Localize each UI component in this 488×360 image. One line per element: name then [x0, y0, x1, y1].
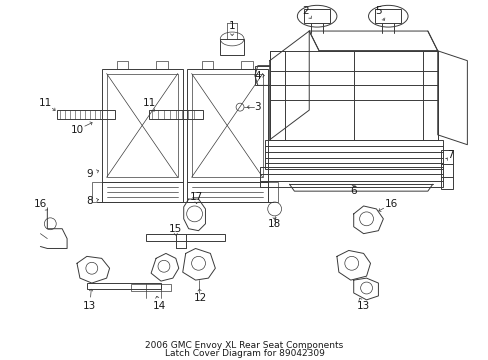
- Text: 9: 9: [86, 169, 93, 179]
- Text: 12: 12: [194, 293, 207, 303]
- Bar: [102, 182, 183, 202]
- Bar: [259, 167, 442, 187]
- Text: 17: 17: [189, 192, 203, 202]
- Bar: [201, 61, 213, 69]
- Bar: [57, 110, 114, 119]
- Bar: [267, 182, 277, 202]
- Text: 11: 11: [142, 98, 156, 108]
- Text: 11: 11: [39, 98, 52, 108]
- Text: 13: 13: [83, 301, 96, 311]
- Text: 8: 8: [86, 196, 93, 206]
- Bar: [220, 39, 244, 55]
- Text: 15: 15: [169, 224, 182, 234]
- Text: 16: 16: [384, 199, 397, 209]
- Text: 6: 6: [350, 186, 356, 196]
- Text: 14: 14: [152, 301, 165, 311]
- Text: 7: 7: [447, 150, 453, 159]
- Bar: [375, 9, 400, 23]
- Bar: [241, 61, 252, 69]
- Text: 5: 5: [374, 6, 381, 16]
- Text: 16: 16: [34, 199, 47, 209]
- Bar: [149, 110, 203, 119]
- Bar: [102, 69, 183, 182]
- Bar: [116, 61, 128, 69]
- Text: 2006 GMC Envoy XL Rear Seat Components: 2006 GMC Envoy XL Rear Seat Components: [145, 341, 343, 350]
- Bar: [146, 234, 225, 240]
- Bar: [106, 73, 178, 177]
- Bar: [304, 9, 329, 23]
- Text: 10: 10: [70, 125, 83, 135]
- Text: 13: 13: [356, 301, 369, 311]
- Text: 18: 18: [267, 219, 281, 229]
- Text: 3: 3: [254, 102, 261, 112]
- Bar: [269, 51, 437, 140]
- Bar: [440, 150, 451, 189]
- Text: 1: 1: [228, 21, 235, 31]
- Bar: [186, 69, 267, 182]
- Bar: [264, 140, 442, 170]
- Bar: [131, 284, 170, 291]
- Text: 4: 4: [254, 71, 261, 81]
- Bar: [186, 182, 267, 202]
- Text: 2: 2: [302, 6, 308, 16]
- Bar: [254, 66, 269, 85]
- Bar: [191, 73, 262, 177]
- Bar: [87, 283, 161, 289]
- Bar: [92, 182, 102, 202]
- Text: Latch Cover Diagram for 89042309: Latch Cover Diagram for 89042309: [164, 349, 324, 358]
- Bar: [156, 61, 167, 69]
